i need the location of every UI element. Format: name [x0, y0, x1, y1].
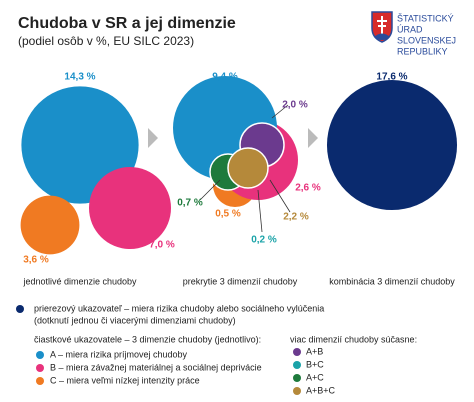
- legend-dot: [293, 361, 301, 369]
- legend-dot: [36, 364, 44, 372]
- circle: [88, 166, 172, 250]
- legend-text: prierezový ukazovateľ – miera rizika chu…: [34, 303, 324, 313]
- legend-text: B – miera závažnej materiálnej a sociáln…: [50, 362, 262, 372]
- value-label: 0,2 %: [251, 235, 277, 246]
- title: Chudoba v SR a jej dimenzie: [18, 15, 236, 32]
- value-label: 7,0 %: [149, 240, 175, 251]
- panel-caption: jednotlivé dimenzie chudoby: [22, 276, 137, 286]
- logo-text: ÚRAD: [397, 24, 423, 34]
- leader-lines: [199, 104, 291, 233]
- value-label: 14,3 %: [64, 72, 95, 83]
- arrow: [308, 128, 318, 148]
- legend-text: B+C: [306, 359, 324, 369]
- legend-dot: [16, 305, 24, 313]
- overlap-diagram: [173, 76, 298, 233]
- logo-text: REPUBLIKY: [397, 46, 448, 56]
- legend-dot: [36, 377, 44, 385]
- legend-heading: čiastkové ukazovatele – 3 dimenzie chudo…: [34, 334, 261, 344]
- region-abc: [227, 147, 269, 189]
- value-label: 17,6 %: [376, 72, 407, 83]
- circle: [326, 79, 458, 211]
- logo-text: SLOVENSKEJ: [397, 35, 456, 45]
- legend-text: A+C: [306, 372, 324, 382]
- legend-dot: [293, 387, 301, 395]
- legend-text: C – miera veľmi nízkej intenzity práce: [50, 375, 200, 385]
- logo: [371, 11, 393, 43]
- logo-cross: [377, 16, 387, 34]
- logo-hills: [374, 33, 390, 40]
- value-label: 2,0 %: [282, 100, 308, 111]
- legend-text: A – miera rizika príjmovej chudoby: [50, 349, 188, 359]
- legend-text: A+B+C: [306, 385, 336, 395]
- value-label: 2,6 %: [295, 183, 321, 194]
- value-label: 3,6 %: [23, 255, 49, 266]
- panel-caption: prekrytie 3 dimenzií chudoby: [183, 276, 298, 286]
- legend-dot: [36, 351, 44, 359]
- value-label: 0,7 %: [177, 198, 203, 209]
- subtitle: (podiel osôb v %, EU SILC 2023): [18, 34, 194, 48]
- legend-dot: [293, 374, 301, 382]
- legend-dot: [293, 348, 301, 356]
- arrow: [148, 128, 158, 148]
- logo-text: ŠTATISTICKÝ: [397, 13, 454, 23]
- panel-caption: kombinácia 3 dimenzií chudoby: [329, 276, 455, 286]
- legend-text: A+B: [306, 346, 323, 356]
- circle: [20, 195, 80, 255]
- legend-text: (dotknutí jednou či viacerými dimenziami…: [34, 315, 236, 325]
- value-label: 9,4 %: [212, 72, 238, 83]
- value-label: 2,2 %: [283, 212, 309, 223]
- legend-heading: viac dimenzií chudoby súčasne:: [290, 334, 417, 344]
- value-label: 0,5 %: [215, 209, 241, 220]
